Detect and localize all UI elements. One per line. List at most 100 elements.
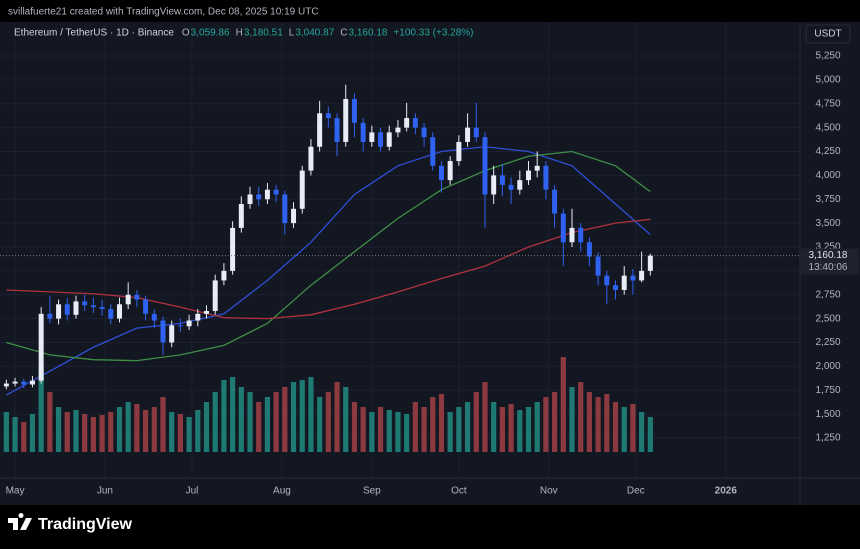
- volume-bar: [639, 412, 645, 452]
- candle-body: [578, 227, 584, 243]
- candle-body: [334, 118, 340, 142]
- candle-body: [543, 165, 549, 190]
- candle-body: [447, 161, 453, 181]
- volume-bar: [499, 407, 505, 452]
- volume-bar: [543, 397, 549, 452]
- candle-body: [12, 381, 18, 384]
- candle-body: [534, 165, 540, 171]
- volume-bar: [325, 392, 331, 452]
- candle-body: [552, 189, 558, 214]
- candle-body: [212, 280, 218, 311]
- moving-averages: [6, 146, 651, 396]
- volume-bar: [212, 392, 218, 452]
- candle-body: [99, 307, 105, 310]
- candle-body: [3, 383, 9, 387]
- candle-body: [351, 98, 357, 123]
- volume-bar: [612, 402, 619, 452]
- candle-body: [491, 175, 497, 195]
- volume-bar: [273, 392, 279, 452]
- x-tick-label: Oct: [451, 486, 467, 497]
- candle-body: [404, 118, 410, 128]
- volume-bar: [90, 417, 96, 452]
- volume-bar: [386, 410, 392, 452]
- candle-body: [360, 122, 366, 142]
- x-tick-label: 2026: [715, 486, 738, 497]
- y-tick-label: 1,750: [815, 385, 840, 396]
- x-tick-label: May: [6, 486, 25, 497]
- x-tick-label: Aug: [273, 486, 291, 497]
- volume-bar: [221, 380, 227, 452]
- y-tick-label: 4,750: [815, 98, 840, 109]
- y-tick-label: 4,000: [815, 170, 840, 181]
- volume-bar: [438, 394, 445, 452]
- volume-bar: [256, 402, 262, 452]
- volume-bar: [525, 407, 532, 452]
- candle-body: [204, 310, 210, 314]
- logo-mark: [8, 512, 32, 530]
- volume-bar: [569, 387, 575, 452]
- currency: USDT: [814, 29, 841, 40]
- candle-body: [160, 320, 166, 343]
- volume-bar: [230, 377, 236, 452]
- candle-body: [186, 320, 192, 327]
- candle-body: [482, 137, 488, 195]
- moving-average: [6, 146, 651, 396]
- moving-average: [6, 218, 651, 320]
- legend-value: 3,059.86: [191, 28, 230, 39]
- candle-body: [325, 113, 331, 119]
- candle-body: [247, 194, 253, 205]
- volume-bar: [29, 414, 36, 452]
- volume-bar: [464, 402, 471, 452]
- volume-bar: [360, 407, 366, 452]
- countdown: 13:40:06: [809, 262, 848, 273]
- legend-key: O: [182, 28, 190, 39]
- grid: [0, 22, 800, 478]
- volume-bar: [508, 404, 514, 452]
- volume-bar: [21, 422, 27, 452]
- x-tick-label: Dec: [627, 486, 645, 497]
- volume-bar: [517, 410, 523, 452]
- volume-bar: [99, 415, 105, 452]
- candle-body: [369, 132, 375, 142]
- volume-bar: [551, 392, 558, 452]
- candle-body: [291, 208, 297, 224]
- candle-body: [430, 137, 436, 166]
- candle-body: [586, 242, 592, 257]
- candle-body: [134, 294, 140, 300]
- volume-bar: [491, 402, 497, 452]
- volume-bar: [177, 414, 183, 452]
- candle-body: [517, 180, 523, 190]
- volume-bar: [430, 397, 436, 452]
- candle-body: [56, 304, 62, 319]
- candle-body: [395, 127, 401, 133]
- candle-body: [386, 132, 392, 147]
- candle-body: [116, 304, 122, 319]
- y-tick-label: 4,500: [815, 122, 840, 133]
- y-tick-label: 2,000: [815, 361, 840, 372]
- y-tick-label: 1,500: [815, 409, 840, 420]
- volume-bar: [351, 402, 358, 452]
- volume-bar: [447, 412, 453, 452]
- candle-body: [595, 256, 601, 276]
- candle-body: [195, 313, 201, 321]
- volume-bar: [125, 402, 131, 452]
- change: +100.33 (+3.28%): [393, 28, 473, 39]
- volume-bar: [317, 397, 323, 452]
- volume-bar: [12, 417, 18, 452]
- candle-body: [273, 189, 279, 195]
- volume-bar: [3, 412, 9, 452]
- candle-body: [29, 380, 35, 385]
- candle-body: [438, 165, 444, 181]
- volume-bar: [290, 382, 297, 452]
- x-tick-label: Jun: [97, 486, 113, 497]
- legend-value: 3,040.87: [295, 28, 334, 39]
- volume-bar: [647, 417, 653, 452]
- legend: Ethereum / TetherUS · 1D · Binance O 3,059…: [14, 28, 474, 39]
- candle-body: [378, 132, 384, 147]
- volume-bar: [247, 392, 253, 452]
- candle-body: [73, 301, 79, 315]
- currency-box: [805, 24, 851, 44]
- volume-bar: [377, 407, 384, 452]
